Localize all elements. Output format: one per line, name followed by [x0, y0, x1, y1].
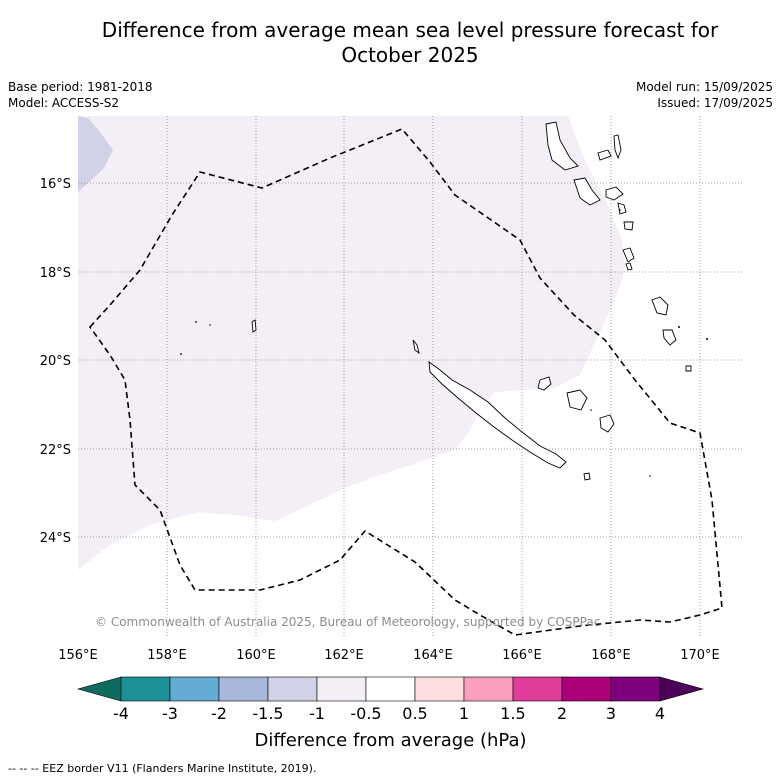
colorbar-high-extend [659, 676, 705, 702]
colorbar-segment [414, 676, 465, 702]
island-dots [180, 209, 708, 477]
model-name: Model: ACCESS-S2 [8, 96, 120, 110]
colorbar-segment [610, 676, 661, 702]
colorbar-low-extend [76, 676, 122, 702]
isle-of-pines [583, 472, 591, 481]
colorbar-title: Difference from average (hPa) [254, 730, 527, 751]
colorbar-segment [218, 676, 269, 702]
lon-label: 162°E [324, 648, 364, 663]
vanuatu-erromango [622, 247, 635, 263]
lon-label: 170°E [680, 648, 720, 663]
right-metadata: Model run: 15/09/2025 Issued: 17/09/2025 [636, 79, 773, 111]
lat-label: 24°S [40, 531, 71, 546]
vanuatu-malekula [573, 177, 601, 206]
colorbar-tick-label: -2 [211, 704, 227, 723]
lon-label: 158°E [147, 648, 187, 663]
issued-date: Issued: 17/09/2025 [657, 96, 773, 110]
colorbar-segment [267, 676, 318, 702]
coastlines [251, 121, 692, 481]
vanuatu-ambrym [605, 186, 624, 201]
colorbar-tick-label: -3 [162, 704, 178, 723]
lat-label: 18°S [40, 266, 71, 281]
anomaly-region-lavender [78, 116, 113, 192]
colorbar-tick-label: 0.5 [402, 704, 427, 723]
lon-label: 164°E [413, 648, 453, 663]
vanuatu-espiritu-santo [545, 121, 579, 171]
colorbar-tick-label: 1 [459, 704, 469, 723]
colorbar-segment [169, 676, 220, 702]
colorbar-segment [463, 676, 514, 702]
colorbar-tick-label: 4 [655, 704, 665, 723]
colorbar-tick-label: 2 [557, 704, 567, 723]
lon-label: 160°E [236, 648, 276, 663]
title-line-2: October 2025 [341, 43, 479, 67]
title-line-1: Difference from average mean sea level p… [101, 18, 719, 42]
colorbar-tick-label: -1.5 [252, 704, 283, 723]
colorbar-segment [120, 676, 171, 702]
longitude-labels: 156°E 158°E 160°E 162°E 164°E 166°E 168°… [58, 648, 720, 663]
lon-label: 156°E [58, 648, 98, 663]
chesterfield-island [251, 319, 257, 333]
matthew-island [651, 296, 669, 316]
colorbar-tick-label: 3 [606, 704, 616, 723]
left-metadata: Base period: 1981-2018 Model: ACCESS-S2 [8, 79, 153, 111]
small-island-east [685, 365, 692, 372]
vanuatu-efate [623, 221, 634, 231]
ouvea-island [537, 376, 552, 391]
eez-border [88, 128, 723, 636]
eez-legend-note: -- -- -- EEZ border V11 (Flanders Marine… [8, 762, 317, 775]
colorbar-segment [316, 676, 367, 702]
model-run: Model run: 15/09/2025 [635, 80, 773, 94]
hunter-island [662, 329, 677, 346]
latitude-labels: 16°S 18°S 20°S 22°S 24°S [40, 177, 71, 546]
lifou-island [566, 389, 588, 411]
colorbar-tick-label: -1 [309, 704, 325, 723]
vanuatu-tanna [625, 262, 633, 271]
colorbar-tick-label: 1.5 [500, 704, 525, 723]
vanuatu-ambae [597, 149, 612, 161]
mare-island [599, 414, 615, 433]
anomaly-region-light-lavender [78, 116, 625, 570]
map-title: Difference from average mean sea level p… [40, 18, 780, 68]
new-caledonia-main-island [428, 361, 567, 469]
lon-label: 166°E [502, 648, 542, 663]
lon-label: 168°E [591, 648, 631, 663]
copyright-notice: © Commonwealth of Australia 2025, Bureau… [95, 615, 600, 629]
colorbar-tick-label: -0.5 [350, 704, 381, 723]
lat-label: 22°S [40, 443, 71, 458]
colorbar-segment [512, 676, 563, 702]
belep-islands [412, 339, 420, 355]
colorbar-tick-label: -4 [113, 704, 129, 723]
colorbar: -4 -3 -2 -1.5 -1 -0.5 0.5 1 1.5 2 3 4 [76, 676, 705, 723]
vanuatu-pentecost [613, 134, 622, 160]
base-period: Base period: 1981-2018 [8, 80, 153, 94]
colorbar-segment [561, 676, 612, 702]
lat-label: 16°S [40, 177, 71, 192]
colorbar-segment [365, 676, 416, 702]
lat-label: 20°S [40, 354, 71, 369]
map-area: © Commonwealth of Australia 2025, Bureau… [78, 116, 743, 636]
vanuatu-epi [617, 202, 627, 215]
